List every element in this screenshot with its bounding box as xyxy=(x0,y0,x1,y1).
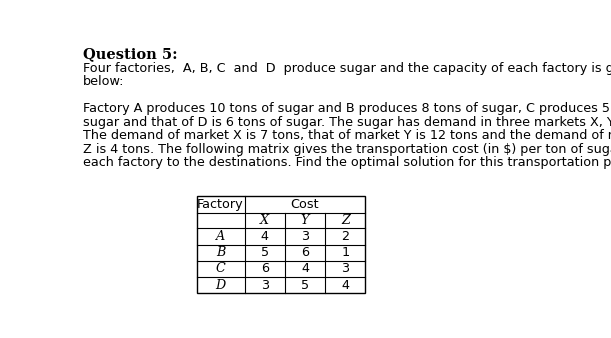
Text: 3: 3 xyxy=(301,230,309,243)
Text: C: C xyxy=(216,262,225,275)
Text: 6: 6 xyxy=(301,246,309,259)
Text: Question 5:: Question 5: xyxy=(82,47,177,61)
Text: 5: 5 xyxy=(261,246,269,259)
Text: 3: 3 xyxy=(341,262,349,275)
Text: 4: 4 xyxy=(301,262,309,275)
Text: 4: 4 xyxy=(342,279,349,292)
Text: below:: below: xyxy=(82,75,124,88)
FancyBboxPatch shape xyxy=(197,196,365,293)
Text: sugar and that of D is 6 tons of sugar. The sugar has demand in three markets X,: sugar and that of D is 6 tons of sugar. … xyxy=(82,116,611,129)
Text: Four factories,  A, B, C  and  D  produce sugar and the capacity of each factory: Four factories, A, B, C and D produce su… xyxy=(82,62,611,75)
Text: Factory A produces 10 tons of sugar and B produces 8 tons of sugar, C produces 5: Factory A produces 10 tons of sugar and … xyxy=(82,102,611,115)
Text: A: A xyxy=(216,230,225,243)
Text: 5: 5 xyxy=(301,279,309,292)
Text: 1: 1 xyxy=(341,246,349,259)
Text: Cost: Cost xyxy=(291,198,320,211)
Text: D: D xyxy=(216,279,225,292)
Text: 4: 4 xyxy=(261,230,269,243)
Text: 2: 2 xyxy=(342,230,349,243)
Text: each factory to the destinations. Find the optimal solution for this transportat: each factory to the destinations. Find t… xyxy=(82,156,611,169)
Text: Z is 4 tons. The following matrix gives the transportation cost (in $) per ton o: Z is 4 tons. The following matrix gives … xyxy=(82,143,611,156)
Text: 3: 3 xyxy=(261,279,269,292)
Text: The demand of market X is 7 tons, that of market Y is 12 tons and the demand of : The demand of market X is 7 tons, that o… xyxy=(82,129,611,142)
Text: Z: Z xyxy=(341,214,349,227)
Text: 6: 6 xyxy=(261,262,269,275)
Text: X: X xyxy=(260,214,269,227)
Text: Factory: Factory xyxy=(197,198,244,211)
Text: Y: Y xyxy=(301,214,309,227)
Text: B: B xyxy=(216,246,225,259)
